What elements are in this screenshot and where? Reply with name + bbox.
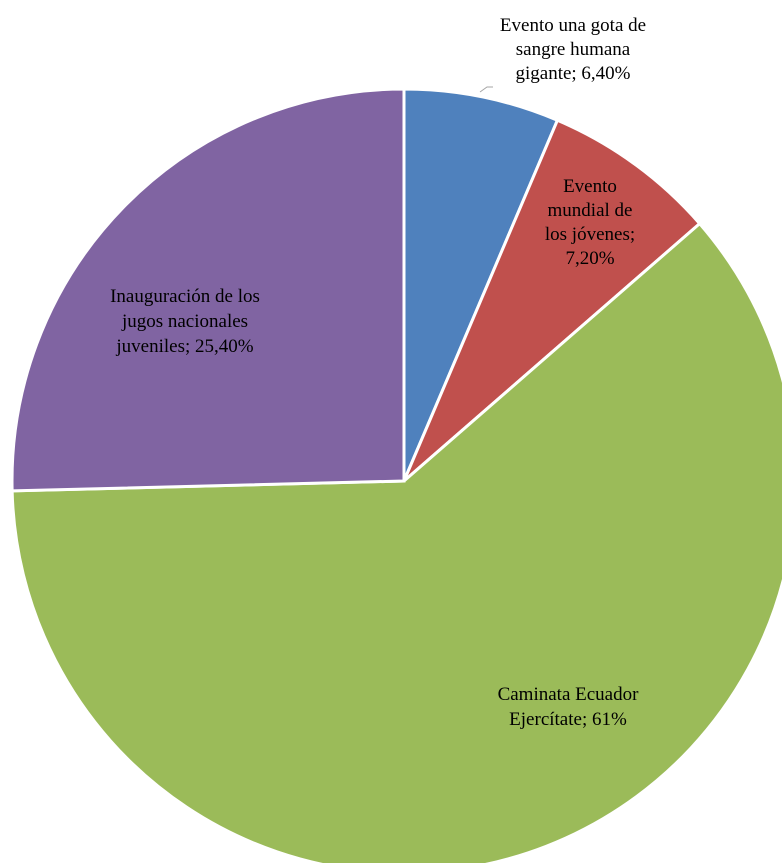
label-leader-line — [479, 86, 493, 93]
data-label-caminata-ecuador: Caminata Ecuador Ejercítate; 61% — [498, 684, 640, 730]
data-label-line: juveniles; 25,40% — [115, 336, 253, 357]
data-label-line: sangre humana — [516, 39, 631, 60]
pie-slice-gota-de-sangre — [402, 87, 560, 482]
data-label-line: los jóvenes; — [545, 224, 635, 245]
data-label-line: Caminata Ecuador — [498, 684, 640, 705]
pie-slice-inauguracion-juegos — [10, 87, 406, 493]
data-label-line: 7,20% — [565, 248, 614, 269]
data-label-line: mundial de — [548, 200, 633, 221]
data-label-line: Inauguración de los — [110, 286, 260, 307]
data-label-line: gigante; 6,40% — [515, 63, 630, 84]
data-label-line: jugos nacionales — [121, 311, 248, 332]
data-label-line: Ejercítate; 61% — [509, 709, 627, 730]
data-label-mundial-jovenes: Evento mundial de los jóvenes; 7,20% — [545, 176, 635, 269]
pie-slice-caminata-ecuador — [10, 221, 782, 863]
pie-slice-mundial-jovenes — [402, 118, 702, 483]
data-label-inauguracion-juegos: Inauguración de los jugos nacionales juven… — [110, 286, 260, 357]
data-label-line: Evento una gota de — [500, 15, 646, 36]
data-label-line: Evento — [563, 176, 617, 197]
data-label-gota-de-sangre: Evento una gota de sangre humana gigante; … — [500, 15, 646, 84]
